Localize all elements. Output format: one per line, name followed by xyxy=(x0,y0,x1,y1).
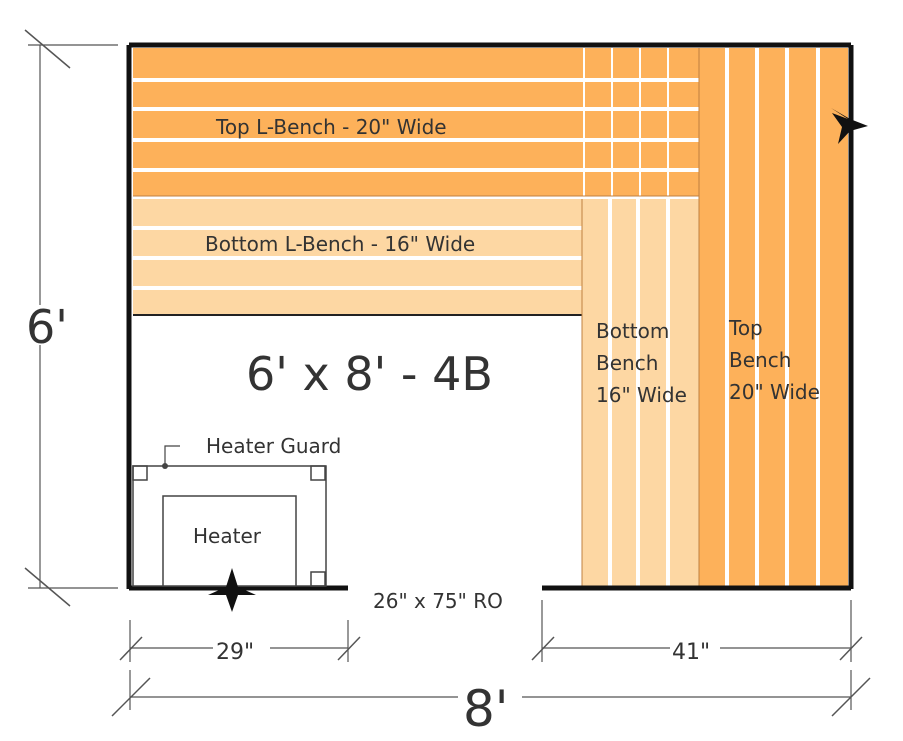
heater xyxy=(162,495,297,587)
top-l-bench-label: Top L-Bench - 20" Wide xyxy=(215,115,447,139)
walls xyxy=(126,42,854,591)
bottom-bench-label-3: 16" Wide xyxy=(596,383,687,407)
guard-leader-line xyxy=(164,445,180,466)
width-label: 8' xyxy=(463,680,509,738)
top-bench-label-2: Bench xyxy=(729,348,791,372)
star-icon xyxy=(831,108,868,144)
top-bench xyxy=(698,48,848,586)
top-bench-label-3: 20" Wide xyxy=(729,380,820,404)
top-bench-label-1: Top xyxy=(728,316,763,340)
height-dimension xyxy=(24,29,118,607)
right-wall-label: 41" xyxy=(672,640,710,665)
bottom-bench-label-1: Bottom xyxy=(596,319,669,343)
bottom-l-bench-label: Bottom L-Bench - 16" Wide xyxy=(205,232,475,256)
bottom-bench-label-2: Bench xyxy=(596,351,658,375)
left-wall-label: 29" xyxy=(216,640,254,665)
star-icon xyxy=(208,568,256,612)
height-label: 6' xyxy=(26,300,68,354)
plan-title: 6' x 8' - 4B xyxy=(246,347,493,401)
door-opening-label: 26" x 75" RO xyxy=(373,589,503,613)
heater-label: Heater xyxy=(193,524,262,548)
top-l-bench xyxy=(133,48,699,197)
right-wall-dimension xyxy=(531,600,863,662)
heater-guard-label: Heater Guard xyxy=(206,434,341,458)
left-wall-dimension xyxy=(119,620,361,662)
width-dimension xyxy=(111,670,871,717)
bottom-l-bench xyxy=(133,199,582,316)
bottom-bench xyxy=(581,199,699,586)
